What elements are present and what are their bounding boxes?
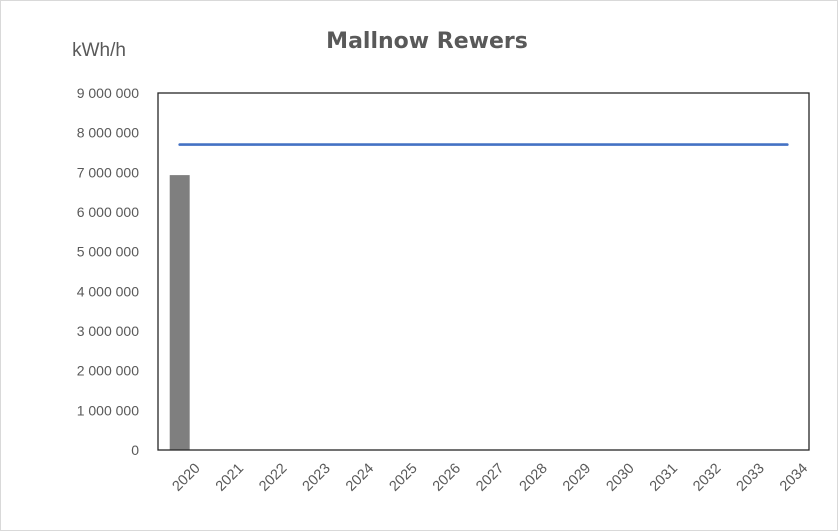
x-tick-label: 2031: [647, 461, 681, 495]
y-tick-label: 0: [131, 442, 139, 458]
x-tick-label: 2026: [430, 461, 464, 495]
x-tick-label: 2023: [300, 461, 334, 495]
x-tick-label: 2028: [517, 461, 551, 495]
x-tick-label: 2021: [213, 461, 247, 495]
chart-title: Mallnow Rewers: [326, 29, 528, 54]
y-axis-unit-label: kWh/h: [72, 40, 126, 61]
x-tick-label: 2032: [690, 461, 724, 495]
x-tick-label: 2029: [560, 461, 594, 495]
y-tick-label: 7 000 000: [77, 164, 139, 180]
y-tick-label: 2 000 000: [77, 363, 139, 379]
plot-marks: [169, 143, 789, 451]
bar: [169, 175, 190, 451]
x-tick-label: 2027: [473, 461, 507, 495]
y-tick-label: 4 000 000: [77, 283, 139, 299]
y-tick-label: 8 000 000: [77, 125, 139, 141]
y-tick-label: 5 000 000: [77, 244, 139, 260]
y-tick-label: 3 000 000: [77, 323, 139, 339]
x-tick-labels: 2020 2021 2022 2023 2024 2025 2026 2027 2028 2029…: [169, 461, 811, 495]
plot-area-border: [157, 92, 810, 451]
x-tick-label: 2024: [343, 461, 377, 495]
y-tick-labels: 0 1 000 000 2 000 000 3 000 000 4 000 000 5 0…: [77, 85, 140, 458]
x-tick-label: 2033: [734, 461, 768, 495]
x-tick-label: 2025: [386, 461, 420, 495]
y-tick-label: 6 000 000: [77, 204, 139, 220]
y-tick-label: 9 000 000: [77, 85, 139, 101]
x-tick-label: 2022: [256, 461, 290, 495]
x-tick-label: 2034: [777, 461, 811, 495]
x-tick-label: 2020: [169, 461, 203, 495]
y-tick-label: 1 000 000: [77, 402, 139, 418]
x-tick-label: 2030: [603, 461, 637, 495]
